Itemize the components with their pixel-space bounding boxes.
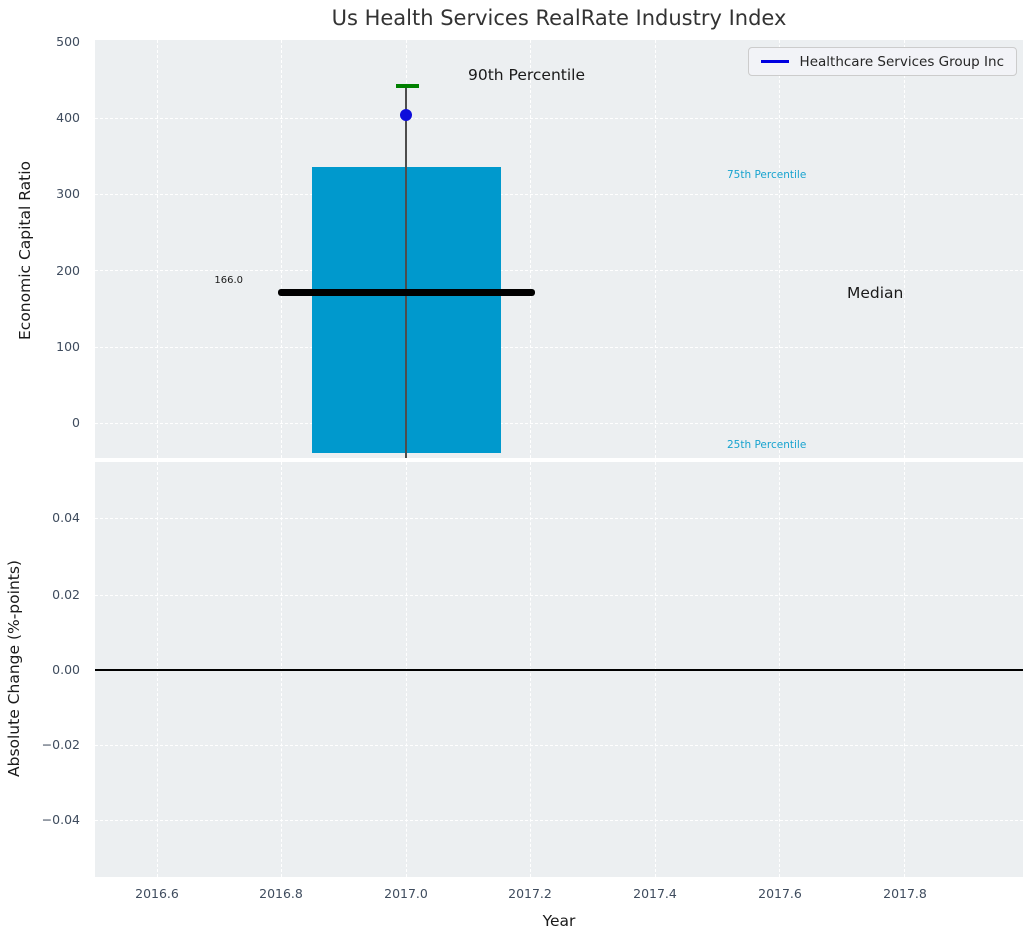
company-data-point	[400, 109, 412, 121]
ytick-label: 0.00	[52, 662, 80, 677]
xtick-label: 2017.6	[758, 886, 802, 901]
gridline	[655, 40, 656, 458]
legend: Healthcare Services Group Inc	[747, 47, 1017, 76]
gridline	[95, 518, 1023, 519]
xtick-label: 2017.4	[633, 886, 677, 901]
annotation-75th-percentile: 75th Percentile	[727, 169, 807, 181]
legend-line-icon	[760, 60, 789, 63]
gridline	[95, 347, 1023, 348]
ytick-label: 0.04	[52, 510, 80, 525]
p90-marker-icon	[396, 84, 419, 88]
chart-title: Us Health Services RealRate Industry Ind…	[331, 6, 787, 30]
median-line	[278, 289, 535, 296]
ytick-label: 200	[56, 263, 80, 278]
xtick-label: 2017.2	[508, 886, 552, 901]
percentile-stem-line	[405, 86, 407, 458]
annotation-25th-percentile: 25th Percentile	[727, 439, 807, 451]
bottom-y-axis-label: Absolute Change (%-points)	[5, 560, 23, 778]
top-y-axis-label: Economic Capital Ratio	[16, 160, 34, 340]
gridline	[95, 745, 1023, 746]
legend-entry-label: Healthcare Services Group Inc	[799, 53, 1004, 70]
ytick-label: −0.04	[41, 812, 80, 827]
ytick-label: 400	[56, 110, 80, 125]
gridline	[95, 423, 1023, 424]
gridline	[95, 595, 1023, 596]
xtick-label: 2016.8	[259, 886, 303, 901]
gridline	[95, 194, 1023, 195]
annotation-median: Median	[847, 284, 904, 302]
bottom-plot-area	[95, 462, 1023, 877]
ytick-label: 0	[72, 415, 80, 430]
ytick-label: 500	[56, 34, 80, 49]
ytick-label: 300	[56, 186, 80, 201]
gridline	[281, 40, 282, 458]
median-value-label: 166.0	[214, 275, 243, 286]
xtick-label: 2017.8	[883, 886, 927, 901]
gridline	[779, 40, 780, 458]
gridline	[530, 40, 531, 458]
gridline	[95, 118, 1023, 119]
xtick-label: 2016.6	[135, 886, 179, 901]
ytick-label: 100	[56, 339, 80, 354]
gridline	[95, 270, 1023, 271]
zero-baseline	[95, 669, 1023, 671]
top-plot-area: 90th Percentile 75th Percentile Median 2…	[95, 40, 1023, 458]
gridline	[157, 40, 158, 458]
ytick-label: −0.02	[41, 737, 80, 752]
annotation-90th-percentile: 90th Percentile	[468, 66, 586, 84]
gridline	[95, 820, 1023, 821]
gridline	[904, 40, 905, 458]
x-axis-label: Year	[542, 912, 576, 930]
xtick-label: 2017.0	[384, 886, 428, 901]
ytick-label: 0.02	[52, 587, 80, 602]
